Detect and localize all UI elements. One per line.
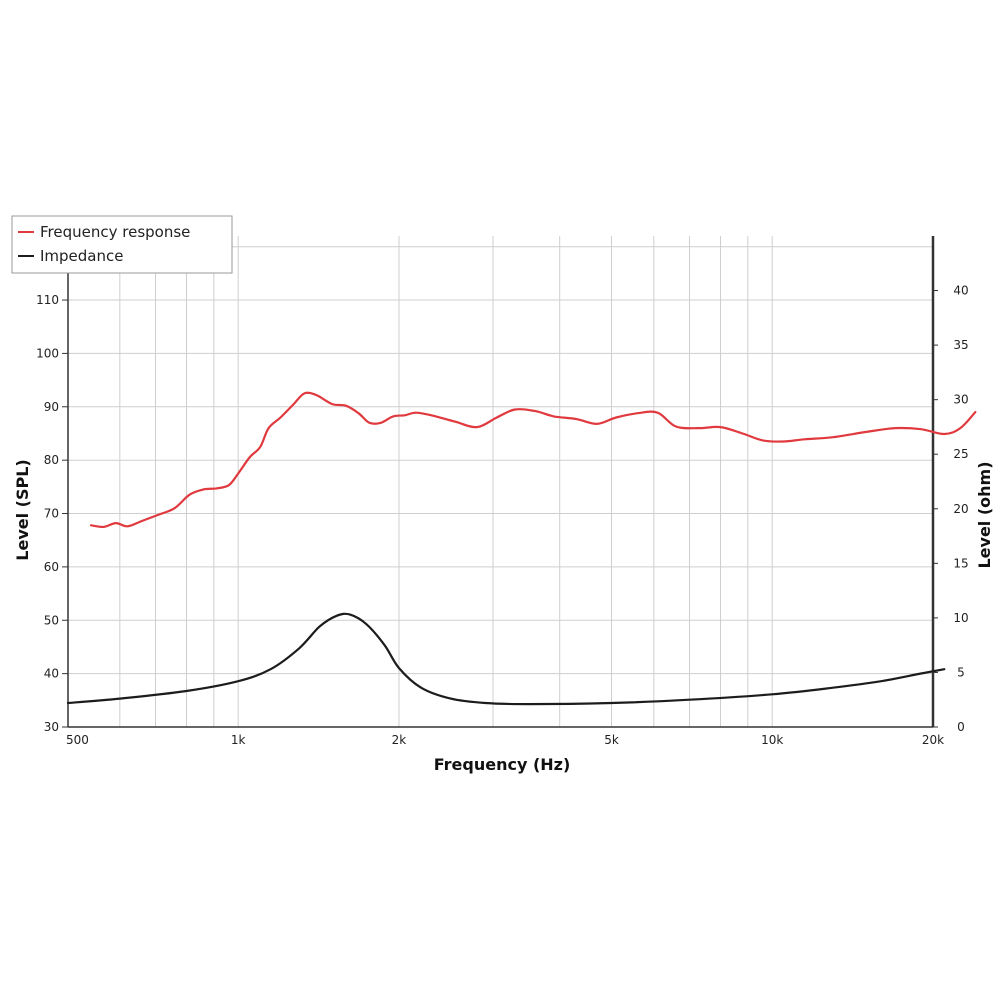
y-right-tick-label: 15 <box>953 556 968 570</box>
y-left-tick-label: 80 <box>44 453 59 467</box>
x-tick-label: 2k <box>392 733 407 747</box>
y-right-tick-label: 35 <box>953 338 968 352</box>
x-tick-label: 20k <box>922 733 944 747</box>
x-axis-title: Frequency (Hz) <box>434 755 571 774</box>
x-tick-label: 1k <box>231 733 246 747</box>
x-tick-label: 5k <box>604 733 619 747</box>
series-line-frequency-response <box>89 391 977 529</box>
y-right-tick-label: 0 <box>957 720 965 734</box>
legend-box <box>11 215 233 274</box>
y-left-tick-label: 40 <box>44 667 59 681</box>
axes-layer <box>67 216 935 728</box>
legend: Frequency response Impedance <box>11 215 233 274</box>
legend-label-impedance: Impedance <box>40 247 123 265</box>
y-right-tick-label: 25 <box>953 447 968 461</box>
series-line-impedance <box>66 612 946 706</box>
y-left-tick-label: 60 <box>44 560 59 574</box>
y-left-tick-label: 70 <box>44 507 59 521</box>
series-layer <box>66 391 977 706</box>
y-left-tick-label: 110 <box>36 293 59 307</box>
legend-label-frequency-response: Frequency response <box>40 223 190 241</box>
y-left-tick-label: 90 <box>44 400 59 414</box>
y-axis-right-title: Level (ohm) <box>975 461 994 568</box>
y-right-tick-label: 30 <box>953 393 968 407</box>
y-left-tick-label: 100 <box>36 346 59 360</box>
y-left-tick-label: 30 <box>44 720 59 734</box>
y-right-tick-label: 10 <box>953 611 968 625</box>
y-right-tick-label: 40 <box>953 284 968 298</box>
y-axis-left-title: Level (SPL) <box>13 459 32 560</box>
x-tick-label: 10k <box>761 733 783 747</box>
grid-layer <box>68 236 934 728</box>
y-right-tick-label: 20 <box>953 502 968 516</box>
ticks-layer: 3040506070809010011012005101520253035405… <box>36 240 969 747</box>
y-left-tick-label: 50 <box>44 613 59 627</box>
y-right-tick-label: 5 <box>957 665 965 679</box>
x-tick-label: 500 <box>66 733 89 747</box>
